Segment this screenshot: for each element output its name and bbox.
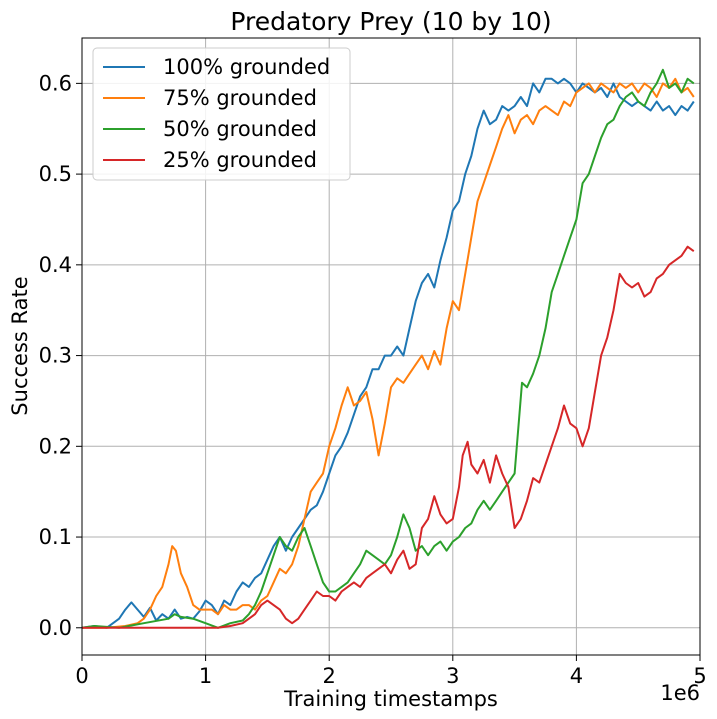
legend-label: 50% grounded	[163, 117, 317, 141]
y-tick-label: 0.4	[39, 253, 72, 277]
y-tick-label: 0.2	[39, 434, 72, 458]
y-tick-label: 0.0	[39, 616, 72, 640]
x-tick-label: 4	[570, 664, 583, 688]
y-tick-label: 0.3	[39, 344, 72, 368]
x-tick-label: 1	[199, 664, 212, 688]
legend-label: 75% grounded	[163, 86, 317, 110]
axis-ticks: 0 1 2 3 4 5 0.0 0.1 0.2 0.3 0.4 0.5 0.6	[39, 71, 707, 688]
y-tick-label: 0.6	[39, 71, 72, 95]
x-axis-label: Training timestamps	[283, 687, 498, 711]
series-group	[81, 68, 695, 629]
legend: 100% grounded 75% grounded 50% grounded 25%…	[92, 47, 351, 181]
legend-label: 25% grounded	[163, 148, 317, 172]
plot-area-frame	[81, 37, 701, 656]
x-axis-scale-label: 1e6	[660, 681, 700, 705]
legend-box	[92, 47, 351, 181]
y-tick-label: 0.5	[39, 162, 72, 186]
y-axis-label: Success Rate	[8, 276, 32, 415]
x-tick-label: 3	[446, 664, 459, 688]
legend-label: 100% grounded	[163, 55, 330, 79]
y-tick-label: 0.1	[39, 525, 72, 549]
series-line-50-grounded	[81, 68, 695, 629]
series-line-25-grounded	[82, 245, 695, 629]
chart-title: Predatory Prey (10 by 10)	[230, 7, 551, 36]
x-tick-label: 2	[323, 664, 336, 688]
x-tick-label: 0	[75, 664, 88, 688]
x-tick-label: 5	[693, 664, 706, 688]
series-line-75-grounded	[82, 77, 695, 629]
